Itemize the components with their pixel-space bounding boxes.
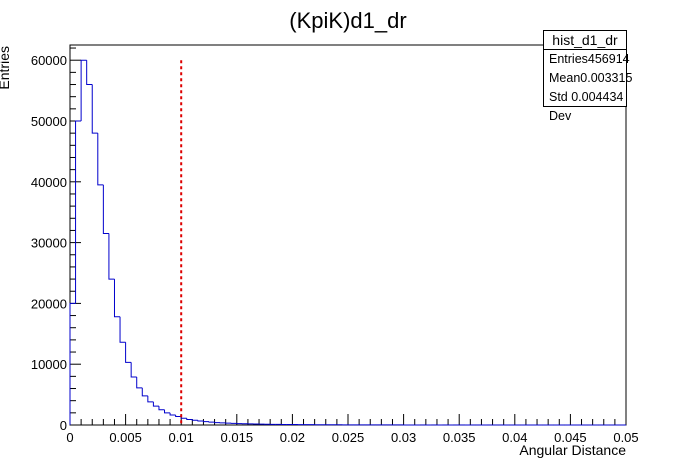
histogram-bin [119, 316, 126, 343]
stats-row-std-dev: Std Dev 0.004434 [544, 88, 626, 123]
histogram-bin [125, 342, 132, 363]
histogram-bin [186, 418, 193, 421]
tick-labels: 0 0.005 0.01 0.015 0.02 0.025 0.03 0.035 0.04 0.0… [31, 53, 639, 445]
histogram-bin [91, 84, 98, 134]
histogram-bin [102, 184, 109, 234]
y-tick-label: 40000 [31, 175, 67, 190]
stats-value: 0.003315 [580, 71, 633, 85]
y-tick-label: 10000 [31, 357, 67, 372]
stats-row-mean: Mean 0.003315 [544, 69, 632, 88]
histogram-bin [152, 401, 159, 407]
stats-label: Entries [549, 52, 588, 66]
histogram-bin [97, 133, 104, 186]
histogram-bin [75, 120, 82, 304]
histogram-bin [86, 60, 93, 86]
y-axis-label: Entries [0, 46, 12, 90]
histogram-bin [130, 362, 137, 378]
stats-row-entries: Entries 456914 [544, 50, 630, 69]
x-tick-label: 0.045 [554, 430, 587, 445]
histogram-bin [197, 420, 204, 422]
x-tick-label: 0.015 [221, 430, 254, 445]
stats-value: 456914 [587, 52, 630, 66]
histogram-bin [164, 409, 171, 414]
x-tick-label: 0.05 [613, 430, 638, 445]
x-tick-label: 0.01 [169, 430, 194, 445]
histogram-bin [141, 387, 148, 397]
histogram-bin [136, 376, 143, 389]
histogram-bin [158, 406, 165, 411]
histogram-bin [202, 421, 209, 423]
histogram-bin [113, 279, 121, 318]
tick-marks [69, 47, 627, 426]
x-tick-label: 0 [66, 430, 73, 445]
stats-value: 0.004434 [571, 90, 624, 104]
x-tick-label: 0.04 [502, 430, 527, 445]
y-tick-label: 0 [60, 418, 67, 433]
x-tick-label: 0.005 [109, 430, 142, 445]
histogram-bin [169, 412, 176, 416]
histogram-bin [80, 59, 87, 121]
x-tick-label: 0.035 [443, 430, 476, 445]
stats-box: hist_d1_dr Entries 456914 Mean 0.003315 … [543, 30, 632, 123]
histogram-bin [175, 414, 182, 417]
x-tick-label: 0.025 [332, 430, 365, 445]
stats-label: Std Dev [549, 90, 572, 123]
y-tick-label: 30000 [31, 236, 67, 251]
chart-title: (KpiK)d1_dr [289, 8, 406, 33]
x-tick-label: 0.03 [391, 430, 416, 445]
x-tick-label: 0.02 [280, 430, 305, 445]
y-tick-label: 20000 [31, 296, 67, 311]
y-tick-label: 60000 [31, 53, 67, 68]
data-layer [69, 59, 627, 426]
histogram-bin [147, 395, 154, 403]
x-axis-label: Angular Distance [519, 442, 626, 458]
y-tick-label: 50000 [31, 114, 67, 129]
histogram-bin [108, 233, 115, 280]
histogram-bin [191, 419, 198, 421]
stats-title: hist_d1_dr [544, 31, 626, 50]
stats-label: Mean [549, 71, 581, 85]
histogram-bin [69, 302, 76, 425]
